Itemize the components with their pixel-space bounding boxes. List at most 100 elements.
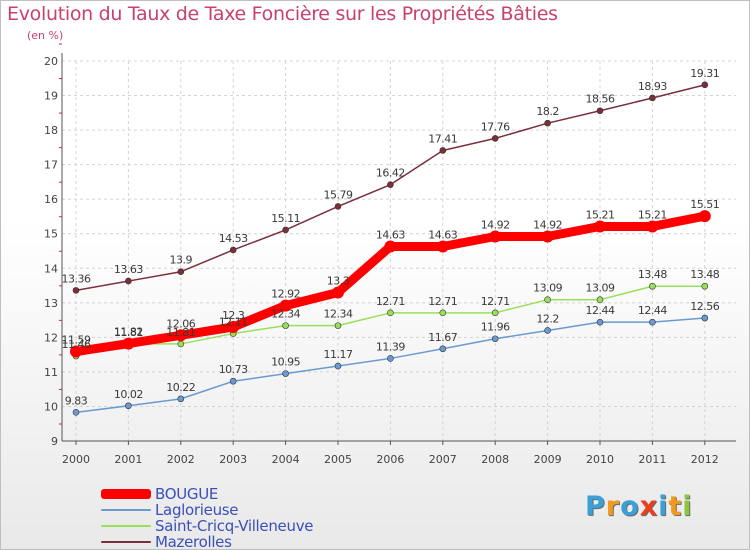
data-point [72, 409, 80, 416]
data-point [596, 318, 604, 326]
data-point [334, 362, 342, 370]
y-tick-label: 13 [44, 297, 58, 310]
legend-label: Laglorieuse [155, 501, 239, 519]
legend-swatch [101, 541, 151, 543]
data-point [177, 395, 185, 403]
data-point [491, 135, 499, 142]
data-point [332, 286, 344, 299]
data-point [596, 107, 604, 115]
data-label: 11.96 [481, 321, 510, 334]
x-tick-label: 2007 [429, 453, 457, 466]
x-tick-label: 2002 [167, 453, 195, 466]
data-label: 15.21 [586, 208, 615, 221]
x-tick-label: 2009 [534, 453, 562, 466]
data-label: 15.21 [638, 208, 667, 221]
data-label: 13.09 [586, 282, 615, 295]
legend: BOUGUE Laglorieuse Saint-Cricq-Villeneuve M… [101, 485, 314, 549]
data-point [125, 277, 132, 285]
series-group [70, 81, 711, 416]
data-point [334, 203, 342, 210]
data-label: 11.39 [376, 340, 405, 353]
legend-label: BOUGUE [155, 485, 219, 503]
data-label: 12.71 [376, 295, 405, 308]
data-label: 15.79 [324, 188, 353, 201]
data-label: 17.41 [428, 132, 457, 145]
data-point [439, 147, 447, 154]
data-label: 12.92 [271, 288, 300, 301]
data-label: 13.3 [327, 274, 350, 287]
y-tick-label: 17 [44, 159, 58, 172]
data-labels: 11.59 11.82 12.06 12.3 12.92 13.3 14.63 14.63 14… [62, 67, 721, 407]
data-label: 12.11 [219, 316, 248, 329]
data-label: 10.22 [166, 381, 195, 394]
data-point [227, 321, 240, 333]
data-point [229, 377, 237, 385]
data-label: 18.93 [638, 80, 667, 93]
x-tick-label: 2004 [272, 453, 300, 466]
data-point [646, 220, 659, 233]
data-label: 13.63 [114, 263, 143, 276]
data-point [701, 282, 709, 290]
data-label: 11.81 [114, 326, 143, 339]
y-tick-label: 11 [44, 366, 58, 379]
data-point [596, 296, 604, 304]
x-tick-label: 2005 [324, 453, 352, 466]
x-tick-label: 2000 [62, 453, 90, 466]
data-label: 12.71 [481, 295, 510, 308]
data-label: 13.9 [170, 254, 193, 267]
data-point [177, 340, 185, 348]
data-label: 12.3 [222, 309, 245, 322]
data-point [387, 355, 394, 362]
data-point [282, 226, 289, 234]
data-label: 18.56 [586, 93, 615, 106]
logo-letter: i [658, 491, 669, 522]
data-point [439, 345, 447, 353]
data-point [174, 329, 187, 342]
data-point [489, 230, 502, 243]
data-label: 13.09 [533, 282, 562, 295]
data-point [544, 327, 551, 334]
y-tick-label: 12 [44, 331, 58, 344]
y-tick-label: 15 [44, 228, 58, 241]
data-point [436, 240, 449, 253]
data-label: 13.36 [62, 272, 91, 285]
data-label: 11.81 [166, 326, 195, 339]
data-label: 15.51 [690, 198, 719, 211]
data-label: 12.06 [166, 317, 195, 330]
y-tick-label: 18 [44, 124, 58, 137]
data-point [544, 119, 551, 127]
data-label: 11.82 [114, 326, 143, 339]
legend-swatch [101, 509, 151, 511]
data-point [387, 181, 394, 188]
data-label: 12.71 [428, 295, 457, 308]
legend-item: Mazerolles [101, 533, 313, 549]
data-point [334, 322, 342, 329]
logo-letter: i [682, 491, 693, 522]
legend-label: Saint-Cricq-Villeneuve [155, 517, 314, 535]
data-label: 14.92 [481, 218, 510, 231]
data-point [698, 210, 711, 223]
legend-swatch [101, 525, 151, 527]
unit-label: (en %) [27, 29, 64, 42]
data-label: 11.46 [62, 338, 91, 351]
data-label: 16.42 [376, 167, 405, 180]
data-point [122, 337, 135, 350]
axes: 9 10 11 12 13 14 15 16 17 18 19 20 2000 2001 2002 2003 2… [44, 43, 736, 466]
legend-swatch [101, 489, 151, 499]
data-label: 14.92 [533, 218, 562, 231]
data-point [541, 230, 554, 243]
data-label: 11.59 [62, 334, 91, 347]
y-tick-label: 9 [51, 435, 58, 448]
data-label: 12.56 [690, 300, 719, 313]
y-tick-label: 19 [44, 90, 58, 103]
legend-item: Laglorieuse [101, 501, 313, 519]
data-point [229, 246, 237, 254]
data-label: 13.48 [638, 268, 667, 281]
data-point [282, 370, 289, 377]
data-point [72, 287, 80, 294]
data-point [279, 299, 292, 312]
y-tick-label: 16 [44, 193, 58, 206]
data-label: 14.53 [219, 232, 248, 245]
